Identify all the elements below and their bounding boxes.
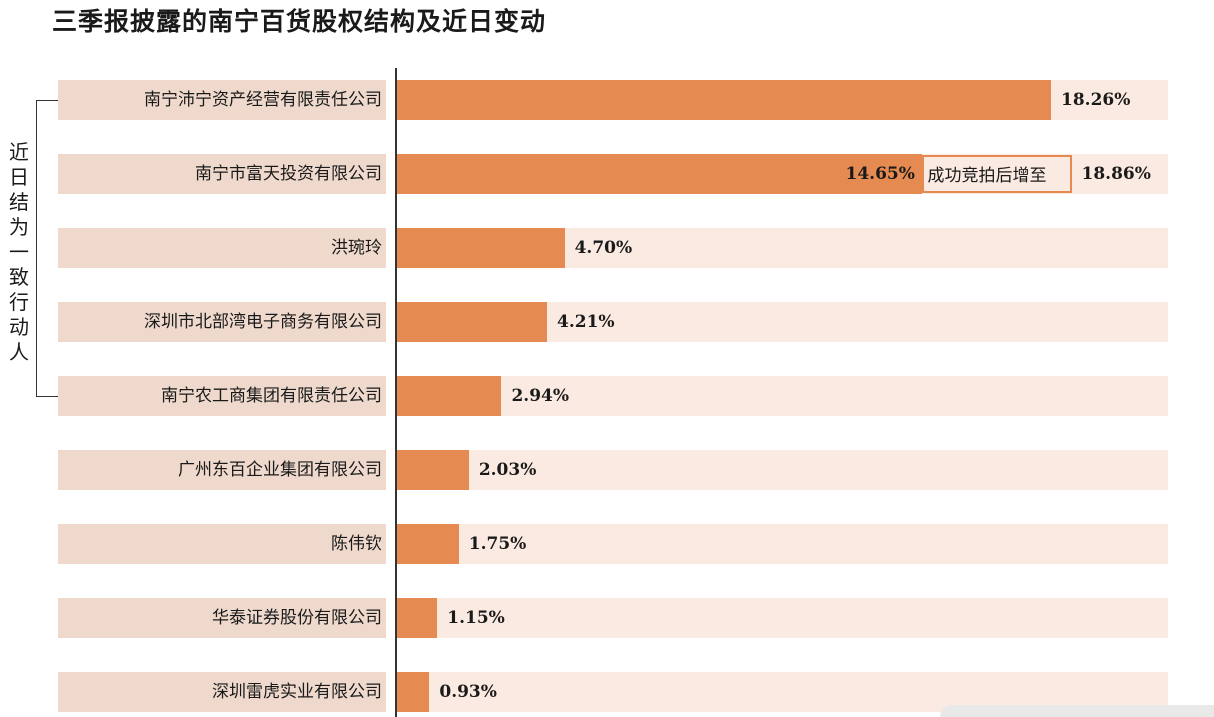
category-label: 华泰证券股份有限公司 [58, 598, 386, 638]
bar [396, 672, 430, 712]
bar [396, 302, 548, 342]
value-label: 4.70% [574, 238, 633, 258]
category-label: 洪琬玲 [58, 228, 386, 268]
annotation-new-value: 18.86% [1081, 164, 1151, 184]
value-label: 14.65% [845, 164, 915, 184]
bar [396, 80, 1051, 120]
annotation-note: 成功竞拍后增至 [921, 155, 1072, 193]
bar-track [396, 598, 1168, 638]
chart-title: 三季报披露的南宁百货股权结构及近日变动 [52, 7, 547, 36]
category-label: 南宁沛宁资产经营有限责任公司 [58, 80, 386, 120]
value-label: 1.75% [468, 534, 527, 554]
category-label: 南宁农工商集团有限责任公司 [58, 376, 386, 416]
value-label: 2.94% [511, 386, 570, 406]
bar-track [396, 450, 1168, 490]
bar [396, 376, 502, 416]
bar [396, 524, 459, 564]
value-label: 1.15% [447, 608, 505, 628]
concert-party-bracket [36, 100, 58, 397]
bar-track [396, 524, 1168, 564]
category-label: 深圳雷虎实业有限公司 [58, 672, 386, 712]
value-label: 0.93% [439, 682, 497, 702]
bar [396, 154, 922, 194]
value-label: 4.21% [557, 312, 615, 332]
bar [396, 228, 565, 268]
category-label: 深圳市北部湾电子商务有限公司 [58, 302, 386, 342]
value-label: 18.26% [1061, 90, 1131, 110]
corner-overlay [940, 705, 1214, 717]
value-label: 2.03% [478, 460, 537, 480]
bar-track [396, 376, 1168, 416]
category-label: 广州东百企业集团有限公司 [58, 450, 386, 490]
bar [396, 450, 469, 490]
bar [396, 598, 438, 638]
axis-line [395, 68, 397, 717]
concert-party-label: 近日结为一致行动人 [9, 140, 29, 364]
category-label: 陈伟钦 [58, 524, 386, 564]
category-label: 南宁市富天投资有限公司 [58, 154, 386, 194]
